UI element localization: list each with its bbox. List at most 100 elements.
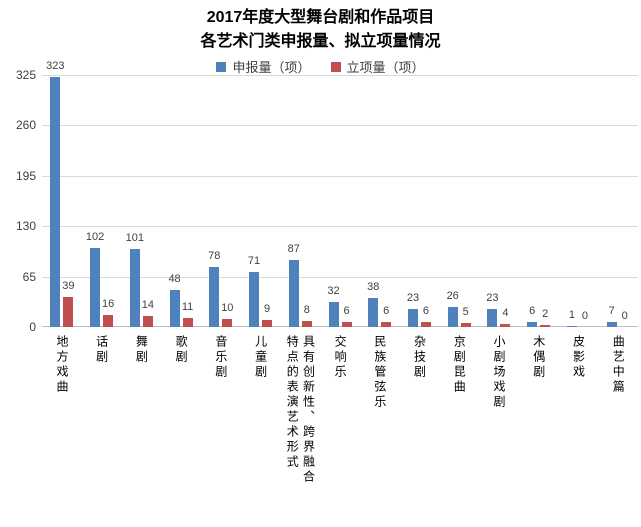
bar-value-label: 23	[486, 292, 499, 304]
chart-title-line2: 各艺术门类申报量、拟立项量情况	[200, 33, 441, 50]
category-label-text: 小剧场戏剧	[492, 335, 507, 410]
bar-value-label: 78	[208, 250, 221, 262]
bar-value-label: 39	[62, 280, 75, 292]
bar-value-label: 16	[101, 298, 115, 310]
category-label: 木偶剧	[519, 335, 559, 380]
approved-bar	[500, 324, 511, 327]
category-label: 话剧	[82, 335, 122, 365]
declared-bar	[527, 322, 538, 327]
gridline	[42, 175, 638, 177]
plot-area: 323 39 102 16 101 14 48 11 78 10 71 9 87 8 32 6 38 6 23 6 26…	[42, 60, 638, 327]
category-label: 儿童剧	[241, 335, 281, 380]
category-label-text: 音乐剧	[213, 335, 228, 380]
bar-value-label: 11	[181, 301, 194, 313]
gridline	[42, 276, 638, 278]
category-label-text: 京剧昆曲	[452, 335, 467, 395]
chart-title-line1: 2017年度大型舞台剧和作品项目	[206, 9, 435, 26]
bar-value-label: 23	[406, 292, 420, 304]
bar-value-label: 2	[542, 308, 549, 320]
legend-item-approved: 立项量（项）	[330, 57, 425, 76]
y-axis-tick-label: 0	[29, 320, 36, 334]
legend-swatch-declared	[216, 61, 227, 72]
category-label: 音乐剧	[201, 335, 241, 380]
approved-bar	[540, 325, 551, 327]
bar-value-label: 0	[621, 310, 628, 322]
bar-value-label: 10	[221, 302, 234, 314]
y-axis-tick-label: 130	[15, 219, 36, 234]
bar-value-label: 6	[529, 305, 536, 317]
legend-item-declared: 申报量（项）	[216, 57, 311, 76]
category-label-text: 皮影戏	[571, 335, 586, 380]
category-label: 京剧昆曲	[439, 335, 479, 395]
bar-value-label: 1	[568, 309, 575, 321]
category-label-text: 交响乐	[333, 335, 348, 380]
approved-bar	[420, 322, 431, 327]
bar-value-label: 5	[462, 306, 469, 318]
bar-value-label: 32	[327, 285, 340, 297]
category-label: 皮影戏	[559, 335, 599, 380]
declared-bar	[487, 309, 498, 327]
category-label-text: 曲艺中篇	[611, 335, 626, 395]
category-label: 小剧场戏剧	[479, 335, 519, 410]
declared-bar	[328, 302, 339, 327]
approved-bar	[460, 323, 471, 327]
category-label: 地方戏曲	[42, 335, 82, 395]
chart-title: 2017年度大型舞台剧和作品项目 各艺术门类申报量、拟立项量情况	[0, 6, 641, 54]
y-axis-tick-label: 325	[15, 68, 36, 82]
gridline	[42, 75, 638, 76]
approved-bar	[63, 297, 74, 327]
approved-bar	[142, 316, 153, 327]
bar-value-label: 4	[502, 307, 509, 319]
category-label-text: 话剧	[94, 335, 109, 365]
category-label-text: 民族管弦乐	[372, 335, 387, 410]
bar-value-label: 6	[422, 305, 430, 317]
category-label-text: 地方戏曲	[54, 335, 69, 395]
category-label: 曲艺中篇	[598, 335, 638, 395]
legend-label-approved: 立项量（项）	[346, 60, 425, 75]
bar-value-label: 7	[608, 305, 615, 317]
legend-swatch-approved	[330, 61, 341, 72]
declared-bar	[407, 309, 418, 327]
category-label: 杂技剧	[400, 335, 440, 380]
category-label-text: 舞剧	[134, 335, 149, 365]
declared-bar	[606, 322, 617, 327]
bar-value-label: 9	[263, 303, 271, 315]
bar-value-label: 102	[85, 231, 105, 243]
declared-bar	[50, 77, 61, 327]
gridline	[42, 226, 638, 228]
category-label: 具有创新性、跨界融合特点的表演艺术形式	[280, 335, 320, 493]
legend-label-declared: 申报量（项）	[232, 60, 311, 75]
category-label-text: 具有创新性、跨界融合特点的表演艺术形式	[285, 335, 316, 485]
approved-bar	[341, 322, 352, 327]
bar-value-label: 14	[141, 299, 154, 311]
approved-bar	[222, 319, 233, 327]
category-label: 歌剧	[161, 335, 201, 365]
approved-bar	[262, 320, 273, 327]
x-axis-line	[42, 326, 638, 327]
category-label-text: 杂技剧	[412, 335, 427, 380]
category-label-text: 儿童剧	[253, 335, 268, 380]
approved-bar	[103, 315, 114, 327]
bar-value-label: 48	[168, 273, 181, 285]
category-label: 民族管弦乐	[360, 335, 400, 410]
bar-value-label: 71	[247, 255, 261, 267]
y-axis-tick-label: 260	[15, 118, 36, 133]
bar-value-label: 8	[303, 304, 310, 316]
approved-bar	[301, 321, 312, 327]
bar-value-label: 26	[446, 290, 459, 302]
bar-value-label: 323	[46, 60, 65, 72]
declared-bar	[209, 267, 220, 327]
declared-bar	[447, 307, 458, 327]
bar-value-label: 87	[287, 243, 300, 255]
category-label-text: 歌剧	[174, 335, 189, 365]
declared-bar	[90, 248, 101, 327]
approved-bar	[381, 322, 392, 327]
category-label-text: 木偶剧	[531, 335, 546, 380]
declared-bar	[566, 326, 577, 327]
legend: 申报量（项） 立项量（项）	[0, 57, 641, 76]
category-label: 舞剧	[121, 335, 161, 365]
declared-bar	[288, 260, 299, 327]
bar-value-label: 101	[125, 232, 145, 244]
y-axis-tick-label: 195	[15, 168, 36, 183]
